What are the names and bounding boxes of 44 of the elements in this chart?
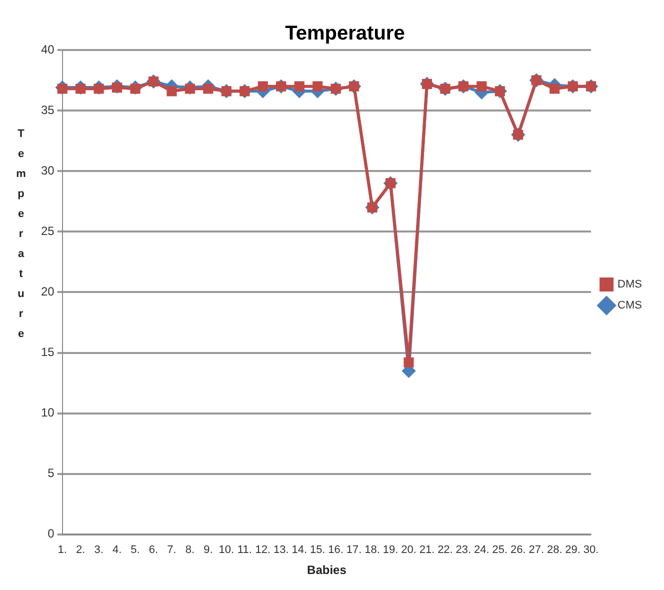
legend-label: CMS	[618, 300, 642, 312]
x-tick-label: 4.	[112, 544, 122, 556]
x-tick-label: 9.	[204, 544, 213, 556]
x-tick-label: 11.	[237, 544, 252, 556]
x-tick-label: 26.	[510, 544, 526, 556]
x-tick-label: 25.	[492, 544, 508, 556]
x-tick-label: 12.	[255, 544, 271, 556]
x-tick-label: 15.	[310, 544, 326, 556]
x-tick-label: 18.	[364, 544, 380, 556]
x-tick-label: 19.	[382, 544, 398, 556]
x-tick-label: 2.	[76, 544, 86, 556]
y-tick-label: 0	[48, 526, 55, 541]
y-axis-title: Temperature	[14, 128, 28, 348]
y-tick-label: 10	[40, 406, 55, 420]
x-tick-label: 16.	[328, 544, 344, 556]
x-tick-label: 14.	[292, 544, 308, 556]
y-tick-label: 20	[40, 284, 55, 299]
y-tick-label: 30	[40, 163, 55, 178]
legend-label: DMS	[618, 278, 642, 291]
x-tick-label: 29.	[565, 544, 580, 556]
x-tick-label: 21.	[419, 544, 435, 556]
y-tick-label: 35	[40, 102, 55, 117]
x-tick-label: 6.	[148, 544, 158, 556]
x-tick-label: 1.	[58, 544, 67, 556]
x-tick-label: 8.	[185, 544, 195, 556]
x-tick-label: 10.	[218, 544, 234, 556]
x-tick-label: 3.	[94, 544, 104, 556]
y-tick-label: 40	[40, 42, 55, 56]
chart-title: Temperature	[285, 22, 405, 45]
x-tick-label: 30.	[583, 544, 599, 556]
x-tick-label: 28.	[546, 544, 562, 556]
x-axis-title: Babies	[307, 563, 347, 578]
x-tick-label: 5.	[130, 544, 140, 556]
x-tick-label: 22.	[438, 544, 453, 556]
y-tick-label: 25	[40, 224, 55, 238]
x-tick-label: 13.	[273, 544, 289, 556]
x-tick-label: 23.	[456, 544, 472, 556]
x-tick-label: 20.	[401, 544, 416, 556]
x-tick-label: 7.	[167, 544, 176, 556]
x-tick-label: 24.	[474, 544, 490, 556]
x-tick-label: 17.	[346, 544, 362, 556]
y-tick-label: 5	[48, 466, 55, 480]
y-tick-label: 15	[40, 345, 55, 360]
x-tick-label: 27.	[528, 544, 544, 556]
